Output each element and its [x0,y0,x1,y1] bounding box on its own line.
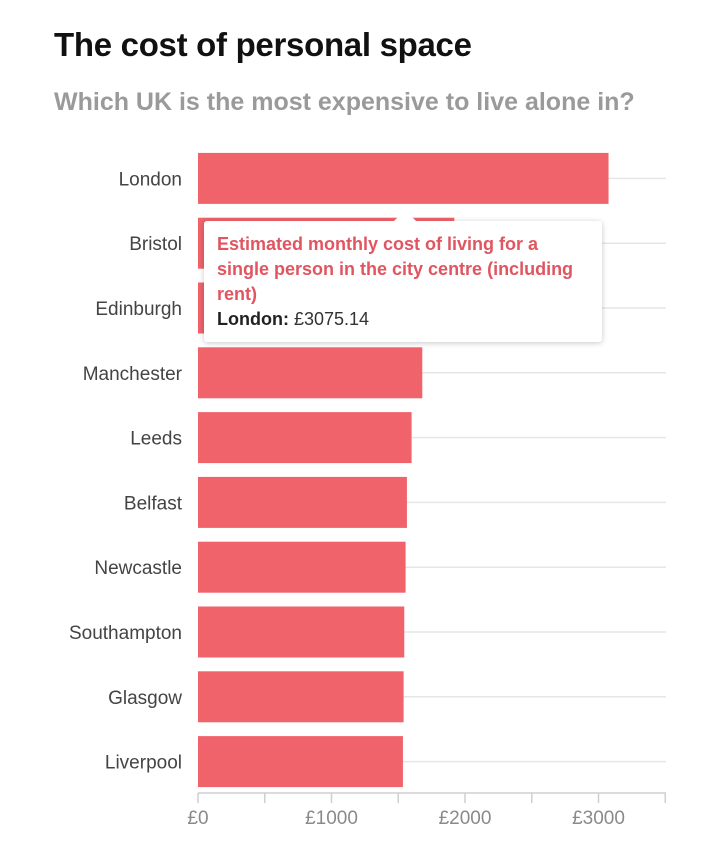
bar-liverpool[interactable] [198,736,403,788]
bar-leeds[interactable] [198,412,412,464]
category-label: Edinburgh [95,299,182,320]
category-label: Bristol [129,234,182,255]
bar-london[interactable] [198,152,609,204]
category-label: Manchester [83,364,183,385]
bar-glasgow[interactable] [198,671,404,723]
tooltip-value: £3075.14 [293,309,370,329]
category-label: Liverpool [105,753,182,774]
tooltip: Estimated monthly cost of living for a s… [204,210,602,342]
x-tick-label: £0 [187,808,208,829]
category-label: Newcastle [94,558,182,579]
bar-belfast[interactable] [198,476,407,528]
category-label: Glasgow [108,688,182,709]
x-tick-label: £2000 [439,808,492,829]
tooltip-category: London: [217,309,289,329]
chart-title: The cost of personal space [54,26,472,63]
category-label: Southampton [69,623,182,644]
category-label: Belfast [124,493,183,514]
tooltip-arrow [393,210,417,222]
category-label: Leeds [130,429,182,450]
x-tick-label: £1000 [305,808,358,829]
bar-southampton[interactable] [198,606,405,658]
category-labels: London Bristol Edinburgh Manchester Leeds Bel… [69,169,183,773]
x-axis: £0 £1000 £2000 £3000 [187,792,666,829]
category-label: London [119,169,182,190]
bar-newcastle[interactable] [198,541,406,593]
chart-subtitle: Which UK is the most expensive to live a… [54,88,635,116]
x-tick-label: £3000 [572,808,625,829]
bar-manchester[interactable] [198,347,423,399]
tooltip-heading: Estimated monthly cost of living for a s… [217,234,574,304]
